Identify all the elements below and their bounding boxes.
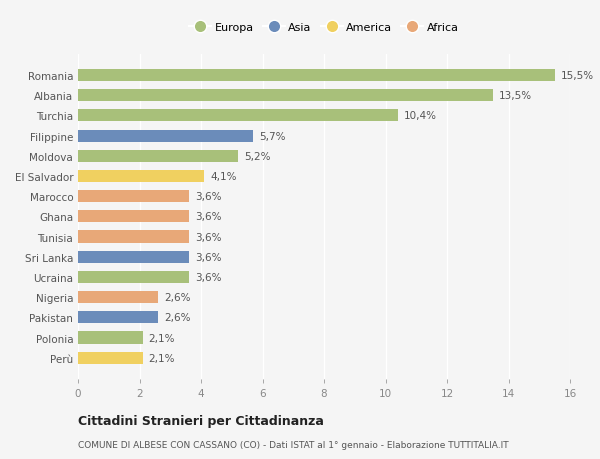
Bar <box>78 332 143 344</box>
Bar <box>78 291 158 303</box>
Text: 15,5%: 15,5% <box>561 71 594 81</box>
Text: 3,6%: 3,6% <box>195 232 221 242</box>
Text: 2,6%: 2,6% <box>164 313 191 323</box>
Text: 3,6%: 3,6% <box>195 212 221 222</box>
Bar <box>78 231 188 243</box>
Text: 2,1%: 2,1% <box>149 333 175 343</box>
Bar <box>78 271 188 283</box>
Bar <box>78 211 188 223</box>
Bar <box>78 251 188 263</box>
Text: 10,4%: 10,4% <box>404 111 437 121</box>
Text: Cittadini Stranieri per Cittadinanza: Cittadini Stranieri per Cittadinanza <box>78 414 324 428</box>
Bar <box>78 190 188 203</box>
Text: 5,2%: 5,2% <box>244 151 271 162</box>
Bar <box>78 151 238 162</box>
Text: 3,6%: 3,6% <box>195 252 221 262</box>
Text: 3,6%: 3,6% <box>195 192 221 202</box>
Text: COMUNE DI ALBESE CON CASSANO (CO) - Dati ISTAT al 1° gennaio - Elaborazione TUTT: COMUNE DI ALBESE CON CASSANO (CO) - Dati… <box>78 441 509 449</box>
Text: 5,7%: 5,7% <box>259 131 286 141</box>
Bar <box>78 312 158 324</box>
Text: 2,6%: 2,6% <box>164 292 191 302</box>
Text: 3,6%: 3,6% <box>195 272 221 282</box>
Text: 4,1%: 4,1% <box>210 172 237 182</box>
Bar <box>78 130 253 142</box>
Text: 13,5%: 13,5% <box>499 91 532 101</box>
Bar <box>78 352 143 364</box>
Text: 2,1%: 2,1% <box>149 353 175 363</box>
Bar <box>78 90 493 102</box>
Bar <box>78 110 398 122</box>
Legend: Europa, Asia, America, Africa: Europa, Asia, America, Africa <box>185 18 463 37</box>
Bar <box>78 70 554 82</box>
Bar <box>78 171 204 183</box>
